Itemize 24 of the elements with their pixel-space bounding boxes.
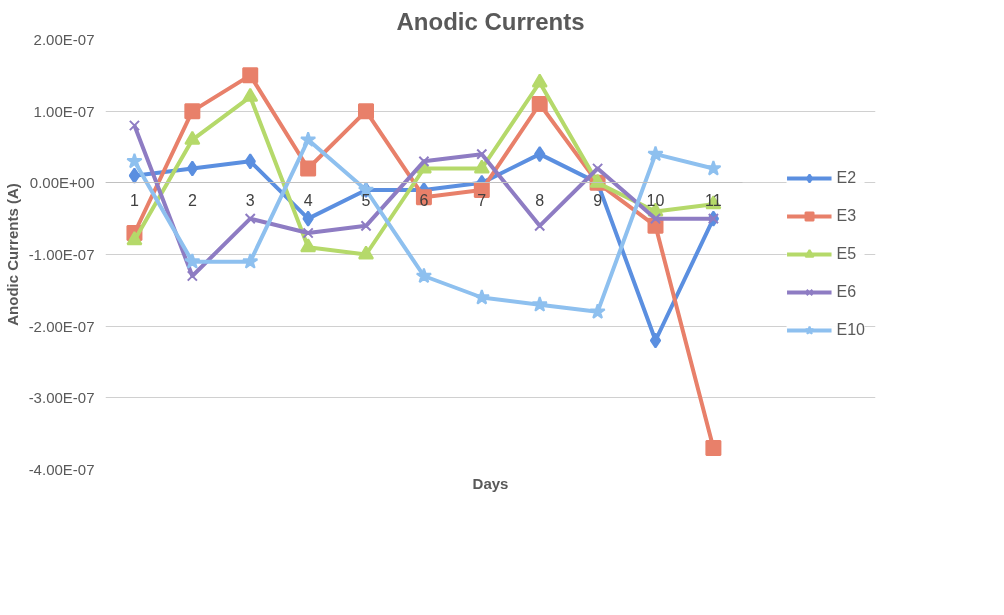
legend-label: E6 — [836, 283, 857, 301]
y-tick-label: -3.00E-07 — [28, 389, 95, 407]
chart-title: Anodic Currents — [396, 7, 585, 35]
y-tick-label: 1.00E-07 — [33, 102, 95, 120]
x-axis-title: Days — [472, 474, 509, 492]
x-tick-label: 3 — [245, 191, 255, 209]
x-tick-label: 4 — [303, 191, 313, 209]
x-tick-label: 8 — [535, 191, 545, 209]
y-tick-label: -1.00E-07 — [28, 246, 95, 263]
x-tick-label: 9 — [593, 191, 603, 209]
x-tick-label: 2 — [187, 191, 197, 209]
y-axis-title: Anodic Currents (A) — [3, 183, 21, 326]
y-tick-label: -4.00E-07 — [28, 461, 95, 478]
x-tick-label: 10 — [646, 191, 665, 209]
x-tick-label: 6 — [419, 191, 429, 209]
y-tick-label: 2.00E-07 — [33, 31, 95, 48]
y-tick-label: -2.00E-07 — [28, 317, 95, 335]
legend-label: E10 — [836, 321, 865, 339]
x-tick-label: 5 — [361, 191, 371, 209]
legend-label: E2 — [836, 169, 857, 187]
y-tick-label: 0.00E+00 — [29, 174, 95, 192]
legend-label: E3 — [836, 207, 857, 225]
legend-label: E5 — [836, 245, 857, 263]
x-tick-label: 1 — [130, 191, 139, 209]
